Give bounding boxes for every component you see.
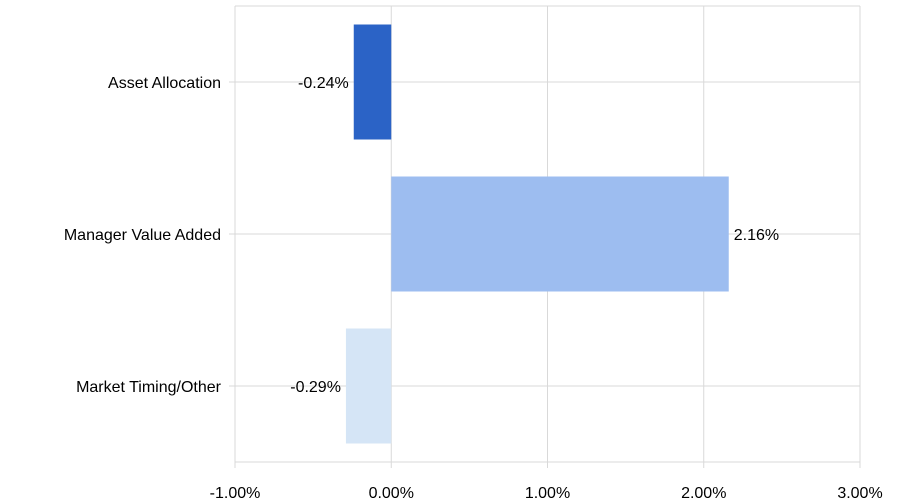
category-label: Asset Allocation [108, 75, 221, 92]
data-label: -0.29% [290, 379, 341, 396]
labels: -1.00% 0.00% 1.00% 2.00% 3.00% Asset Allocati… [64, 75, 883, 502]
x-tick-label: 0.00% [369, 485, 414, 502]
category-label: Manager Value Added [64, 227, 221, 244]
data-label: -0.24% [298, 75, 349, 92]
category-label: Market Timing/Other [76, 379, 222, 396]
bars [345, 24, 729, 444]
bar [391, 176, 729, 292]
x-tick-label: 2.00% [681, 485, 726, 502]
data-label: 2.16% [734, 227, 779, 244]
x-tick-label: 3.00% [837, 485, 882, 502]
x-tick-label: 1.00% [525, 485, 570, 502]
bar [353, 24, 392, 140]
bar [345, 328, 392, 444]
x-tick-label: -1.00% [210, 485, 261, 502]
